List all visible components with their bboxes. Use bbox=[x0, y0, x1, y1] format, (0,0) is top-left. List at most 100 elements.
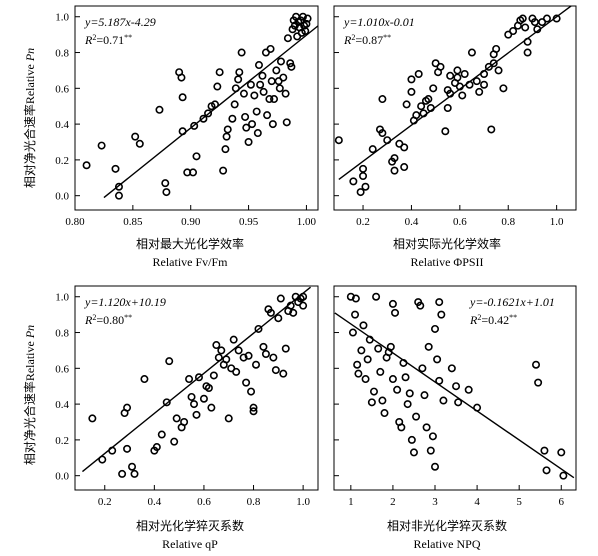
data-point bbox=[412, 111, 421, 120]
data-point bbox=[376, 367, 385, 376]
data-point bbox=[383, 136, 392, 145]
data-point bbox=[540, 446, 549, 455]
data-point bbox=[299, 292, 308, 301]
data-point bbox=[283, 34, 292, 43]
data-point bbox=[390, 166, 399, 175]
data-point bbox=[256, 80, 265, 89]
x-tick-label: 0.2 bbox=[356, 216, 370, 228]
data-point bbox=[473, 403, 482, 412]
data-point bbox=[361, 375, 370, 384]
data-point bbox=[286, 301, 295, 310]
data-point bbox=[241, 112, 250, 121]
x-tick-label: 0.90 bbox=[181, 216, 201, 228]
data-point bbox=[367, 398, 376, 407]
plot-frame bbox=[333, 285, 577, 491]
data-point bbox=[521, 23, 530, 32]
x-tick-label: 4 bbox=[474, 496, 480, 508]
data-point bbox=[388, 375, 397, 384]
data-point bbox=[407, 87, 416, 96]
data-point bbox=[209, 371, 218, 380]
regression-line bbox=[338, 5, 572, 180]
x-axis-label-cn-2: 相对光化学猝灭系数 bbox=[136, 518, 244, 533]
x-tick-label: 1.00 bbox=[297, 216, 317, 228]
data-point bbox=[475, 87, 484, 96]
data-point bbox=[190, 121, 199, 130]
data-point bbox=[248, 120, 257, 129]
data-point bbox=[390, 154, 399, 163]
data-point bbox=[532, 360, 541, 369]
data-point bbox=[192, 410, 201, 419]
data-point bbox=[409, 448, 418, 457]
data-point bbox=[399, 358, 408, 367]
data-point bbox=[207, 403, 216, 412]
data-point bbox=[249, 403, 258, 412]
data-point bbox=[301, 27, 310, 36]
data-point bbox=[436, 62, 445, 71]
data-point bbox=[111, 164, 120, 173]
data-point bbox=[542, 14, 551, 23]
y-label-cn: 相对净光合速率 bbox=[22, 104, 37, 188]
data-point bbox=[437, 310, 446, 319]
data-point bbox=[229, 335, 238, 344]
x-axis-label-cn-3: 相对非光化学猝灭系数 bbox=[387, 518, 507, 533]
data-point bbox=[281, 89, 290, 98]
regression-equation: y=1.010x-0.01 bbox=[343, 15, 415, 29]
data-point bbox=[235, 68, 244, 77]
data-point bbox=[407, 75, 416, 84]
data-point bbox=[114, 191, 123, 200]
data-point bbox=[259, 87, 268, 96]
data-point bbox=[192, 152, 201, 161]
plot-frame bbox=[333, 5, 577, 211]
y-tick-label: 0.6 bbox=[55, 363, 69, 375]
x-tick-label: 0.6 bbox=[197, 496, 211, 508]
data-point bbox=[172, 414, 181, 423]
data-point bbox=[400, 143, 409, 152]
data-point bbox=[351, 294, 360, 303]
panel-npq: 1 2 3 4 5 6 y=-0.1621x+1.01 R2=0.42** bbox=[333, 285, 577, 508]
data-point bbox=[252, 107, 261, 116]
data-point bbox=[242, 378, 251, 387]
data-point bbox=[118, 469, 127, 478]
data-point bbox=[269, 353, 278, 362]
x-tick-label: 0.8 bbox=[247, 496, 261, 508]
data-point bbox=[152, 443, 161, 452]
data-point bbox=[276, 57, 285, 66]
data-point bbox=[523, 48, 532, 57]
data-point bbox=[374, 344, 383, 353]
data-point bbox=[215, 68, 224, 77]
data-point bbox=[289, 308, 298, 317]
data-point bbox=[98, 455, 107, 464]
data-point bbox=[242, 123, 251, 132]
data-point bbox=[380, 409, 389, 418]
y-tick-label: 0.4 bbox=[55, 399, 69, 411]
data-point bbox=[420, 391, 429, 400]
data-point bbox=[189, 168, 198, 177]
data-point bbox=[204, 109, 213, 118]
data-point bbox=[250, 91, 259, 100]
data-point bbox=[246, 80, 255, 89]
data-point bbox=[365, 335, 374, 344]
data-point bbox=[131, 132, 140, 141]
data-point bbox=[441, 127, 450, 136]
plot-frame bbox=[74, 285, 319, 491]
data-point bbox=[412, 412, 421, 421]
data-point bbox=[223, 125, 232, 134]
y-tick-label: 1.0 bbox=[55, 12, 69, 24]
data-point bbox=[446, 89, 455, 98]
data-point bbox=[388, 299, 397, 308]
x-axis-label-cn-0: 相对最大光化学效率 bbox=[136, 236, 244, 251]
data-point bbox=[359, 172, 368, 181]
data-point bbox=[414, 70, 423, 79]
data-point bbox=[472, 77, 481, 86]
x-tick-label: 0.85 bbox=[123, 216, 143, 228]
data-point bbox=[254, 61, 263, 70]
data-point bbox=[270, 95, 279, 104]
data-point bbox=[244, 138, 253, 147]
x-tick-label: 0.80 bbox=[65, 216, 85, 228]
data-point bbox=[455, 82, 464, 91]
x-tick-label: 1.0 bbox=[296, 496, 310, 508]
data-point bbox=[453, 73, 462, 82]
data-point bbox=[249, 407, 258, 416]
data-point bbox=[265, 95, 274, 104]
data-point bbox=[416, 301, 425, 310]
